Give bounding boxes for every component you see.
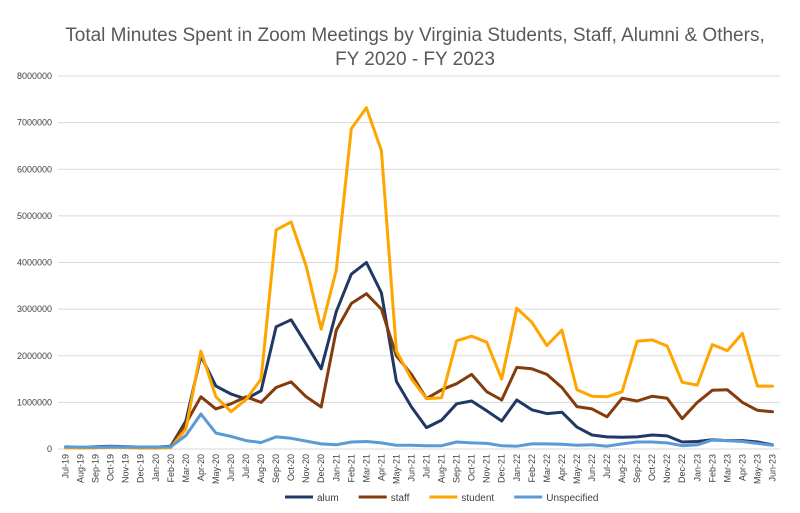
x-tick-label: Dec-21 — [497, 454, 507, 483]
y-tick-label: 0 — [47, 444, 52, 454]
x-tick-label: Oct-19 — [106, 454, 116, 481]
x-tick-label: Jul-21 — [422, 454, 432, 479]
x-tick-label: Dec-22 — [677, 454, 687, 483]
gridlines — [58, 75, 780, 450]
x-tick-label: Aug-21 — [437, 454, 447, 483]
x-tick-label: Feb-20 — [166, 454, 176, 483]
x-tick-label: Nov-19 — [121, 454, 131, 483]
x-tick-label: May-21 — [391, 454, 401, 484]
x-tick-label: Nov-20 — [301, 454, 311, 483]
y-tick-label: 7000000 — [17, 118, 52, 128]
x-tick-label: Dec-19 — [136, 454, 146, 483]
legend-item-unspecified: Unspecified — [514, 493, 598, 504]
x-tick-label: Apr-21 — [376, 454, 386, 481]
x-tick-label: Jul-19 — [61, 454, 71, 479]
x-tick-label: Apr-23 — [737, 454, 747, 481]
legend-item-alum: alum — [285, 493, 339, 504]
x-tick-label: Mar-20 — [181, 454, 191, 483]
x-tick-label: Jul-22 — [602, 454, 612, 479]
series-line-unspecified — [64, 412, 774, 449]
x-tick-label: Mar-21 — [361, 454, 371, 483]
x-tick-label: Sep-22 — [632, 454, 642, 483]
x-tick-label: Apr-22 — [557, 454, 567, 481]
chart-title-line-1: Total Minutes Spent in Zoom Meetings by … — [65, 25, 764, 46]
x-tick-label: Oct-22 — [647, 454, 657, 481]
y-tick-label: 8000000 — [17, 71, 52, 81]
chart-title-line-2: FY 2020 - FY 2023 — [335, 49, 495, 70]
x-tick-label: Jun-21 — [406, 454, 416, 482]
x-tick-label: Sep-20 — [271, 454, 281, 483]
x-tick-label: Jul-20 — [241, 454, 251, 479]
x-tick-label: Mar-22 — [542, 454, 552, 483]
x-tick-label: Sep-19 — [91, 454, 101, 483]
x-tick-label: Nov-22 — [662, 454, 672, 483]
y-tick-label: 6000000 — [17, 164, 52, 174]
y-tick-label: 1000000 — [17, 397, 52, 407]
y-tick-label: 2000000 — [17, 351, 52, 361]
x-tick-label: Feb-23 — [707, 454, 717, 483]
legend-label: alum — [317, 493, 339, 504]
x-tick-label: Aug-20 — [256, 454, 266, 483]
x-tick-label: Feb-21 — [346, 454, 356, 483]
x-tick-label: Sep-21 — [452, 454, 462, 483]
x-axis: Jul-19 Aug-19 Sep-19 Oct-19 Nov-19 Dec-19 Jan-… — [61, 454, 778, 484]
x-tick-label: Jun-22 — [587, 454, 597, 482]
x-tick-label: Jan-20 — [151, 454, 161, 482]
x-tick-label: Oct-20 — [286, 454, 296, 481]
x-tick-label: May-22 — [572, 454, 582, 484]
legend-label: Unspecified — [546, 493, 598, 504]
y-axis: 0 1000000 2000000 3000000 4000000 5000000 6000… — [17, 71, 52, 454]
x-tick-label: Apr-20 — [196, 454, 206, 481]
x-tick-label: Oct-21 — [467, 454, 477, 481]
x-tick-label: Nov-21 — [482, 454, 492, 483]
y-tick-label: 3000000 — [17, 304, 52, 314]
x-tick-label: May-20 — [211, 454, 221, 484]
x-tick-label: Jan-22 — [512, 454, 522, 482]
legend: alum staff student Unspecified — [285, 493, 598, 504]
y-tick-label: 5000000 — [17, 211, 52, 221]
legend-item-staff: staff — [358, 493, 410, 504]
legend-label: staff — [391, 493, 410, 504]
x-tick-label: Aug-19 — [76, 454, 86, 483]
x-tick-label: Aug-22 — [617, 454, 627, 483]
y-tick-label: 4000000 — [17, 258, 52, 268]
legend-item-student: student — [429, 493, 494, 504]
x-tick-label: Dec-20 — [316, 454, 326, 483]
legend-label: student — [461, 493, 494, 504]
x-tick-label: Jun-20 — [226, 454, 236, 482]
x-tick-label: Jan-23 — [692, 454, 702, 482]
x-tick-label: Mar-23 — [722, 454, 732, 483]
x-tick-label: Jan-21 — [331, 454, 341, 482]
x-tick-label: May-23 — [752, 454, 762, 484]
x-tick-label: Jun-23 — [767, 454, 777, 482]
x-tick-label: Feb-22 — [527, 454, 537, 483]
series-lines — [64, 106, 774, 450]
series-line-student — [64, 106, 774, 450]
